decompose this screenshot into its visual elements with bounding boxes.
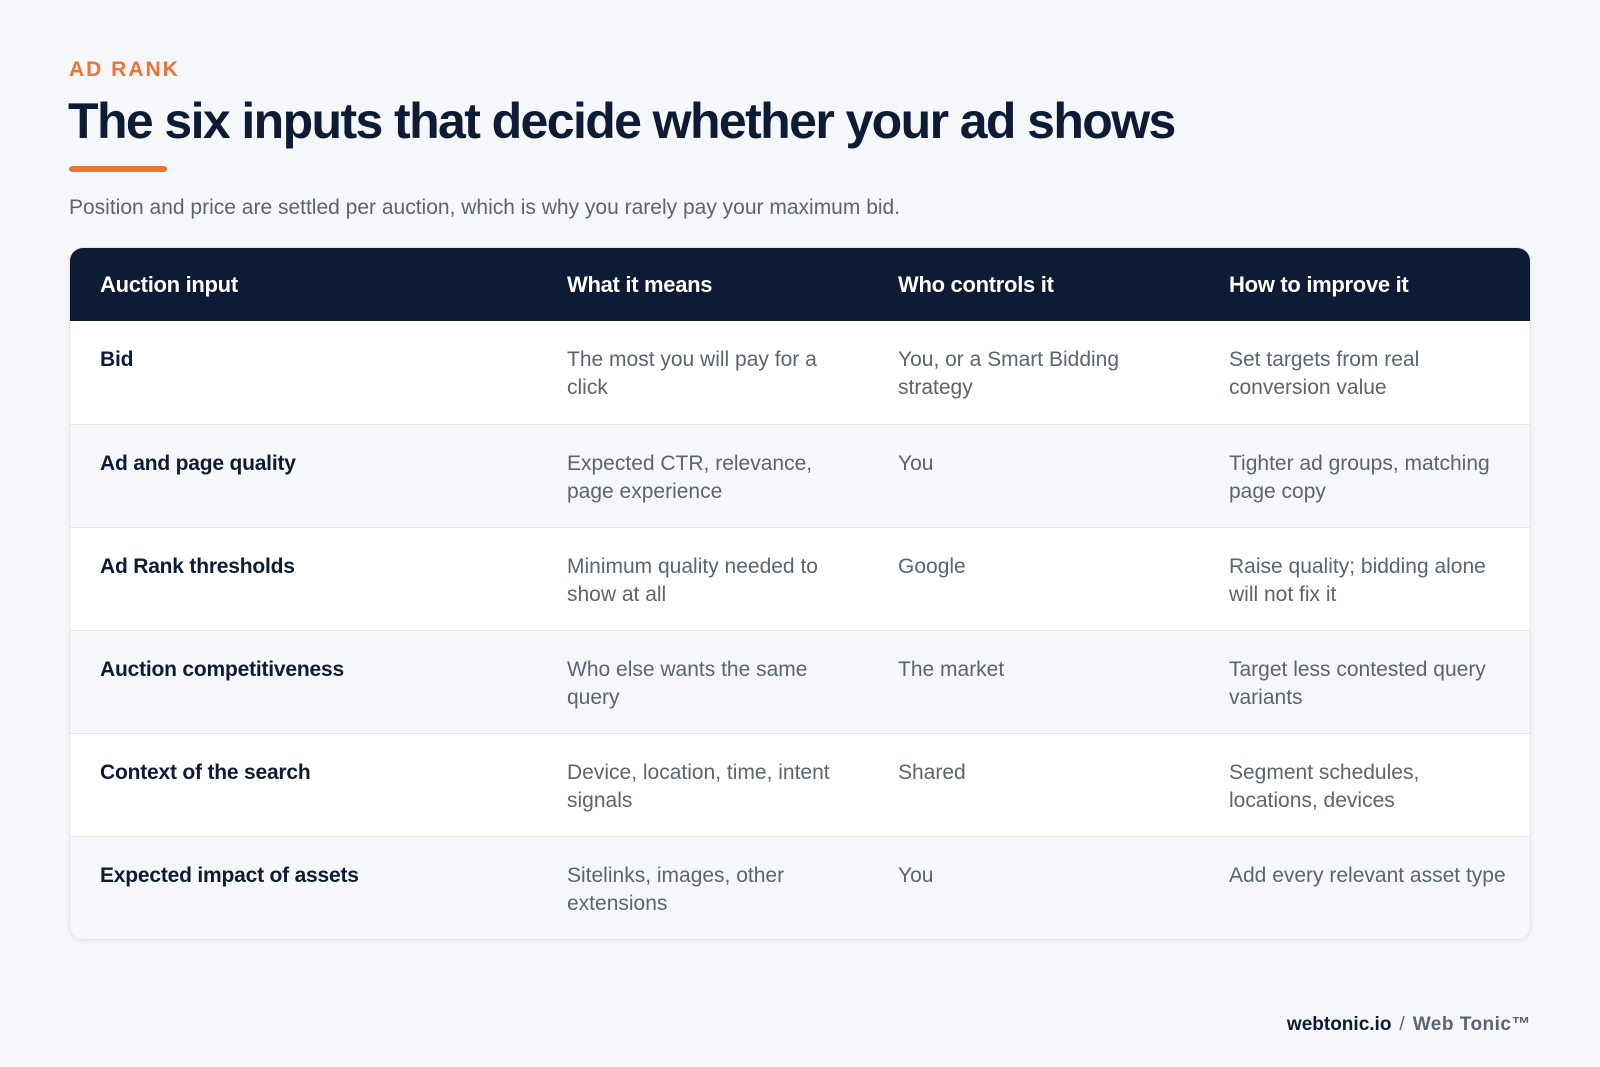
- cell-what-it-means: Sitelinks, images, other extensions: [567, 863, 785, 915]
- table-row: Expected impact of assets Sitelinks, ima…: [70, 836, 1530, 939]
- column-header-how-to-improve-it: How to improve it: [1229, 271, 1409, 297]
- cell-how-to-improve-it: Tighter ad groups, matching page copy: [1229, 451, 1490, 503]
- cell-auction-input: Expected impact of assets: [100, 863, 359, 887]
- cell-who-controls-it: You, or a Smart Bidding strategy: [898, 348, 1120, 399]
- cell-how-to-improve-it: Set targets from real conversion value: [1229, 348, 1420, 399]
- cell-who-controls-it: You: [898, 863, 934, 887]
- cell-auction-input: Auction competitiveness: [100, 657, 344, 681]
- cell-auction-input: Context of the search: [100, 760, 311, 784]
- cell-who-controls-it: The market: [898, 657, 1005, 681]
- cell-how-to-improve-it: Raise quality; bidding alone will not fi…: [1229, 554, 1486, 606]
- eyebrow-label: AD RANK: [69, 58, 180, 81]
- auction-inputs-table-card: Auction input What it means Who controls…: [69, 247, 1531, 940]
- table-body: Bid The most you will pay for a click Yo…: [70, 321, 1530, 939]
- table-row: Bid The most you will pay for a click Yo…: [70, 321, 1530, 424]
- table-row: Ad and page quality Expected CTR, releva…: [70, 424, 1530, 527]
- cell-what-it-means: Who else wants the same query: [567, 657, 808, 709]
- column-header-what-it-means: What it means: [567, 271, 713, 297]
- cell-how-to-improve-it: Add every relevant asset type: [1229, 863, 1506, 887]
- column-header-who-controls-it: Who controls it: [898, 271, 1054, 297]
- cell-auction-input: Ad Rank thresholds: [100, 554, 295, 578]
- cell-who-controls-it: You: [898, 451, 934, 475]
- cell-what-it-means: Expected CTR, relevance, page experience: [567, 451, 813, 503]
- page-subtitle: Position and price are settled per aucti…: [69, 196, 901, 219]
- cell-what-it-means: Minimum quality needed to show at all: [567, 554, 818, 606]
- cell-how-to-improve-it: Target less contested query variants: [1229, 657, 1486, 709]
- table-row: Auction competitiveness Who else wants t…: [70, 630, 1530, 733]
- auction-inputs-table: Auction input What it means Who controls…: [70, 248, 1530, 939]
- cell-who-controls-it: Shared: [898, 760, 966, 784]
- cell-how-to-improve-it: Segment schedules, locations, devices: [1229, 760, 1420, 812]
- cell-auction-input: Bid: [100, 348, 134, 371]
- footer-credit: webtonic.io / Web Tonic™: [1287, 1014, 1531, 1036]
- cell-what-it-means: Device, location, time, intent signals: [567, 760, 830, 812]
- cell-auction-input: Ad and page quality: [100, 451, 296, 475]
- footer-domain: webtonic.io: [1286, 1014, 1392, 1035]
- column-header-auction-input: Auction input: [100, 271, 238, 297]
- footer-brand: Web Tonic™: [1412, 1014, 1531, 1035]
- table-row: Context of the search Device, location, …: [70, 733, 1530, 836]
- cell-who-controls-it: Google: [898, 554, 966, 578]
- cell-what-it-means: The most you will pay for a click: [567, 348, 817, 399]
- footer-separator: /: [1399, 1014, 1405, 1035]
- accent-underline: [69, 166, 167, 172]
- table-header-row: Auction input What it means Who controls…: [70, 248, 1530, 321]
- table-row: Ad Rank thresholds Minimum quality neede…: [70, 527, 1530, 630]
- page-title: The six inputs that decide whether your …: [68, 93, 1176, 149]
- table-header: Auction input What it means Who controls…: [70, 248, 1530, 321]
